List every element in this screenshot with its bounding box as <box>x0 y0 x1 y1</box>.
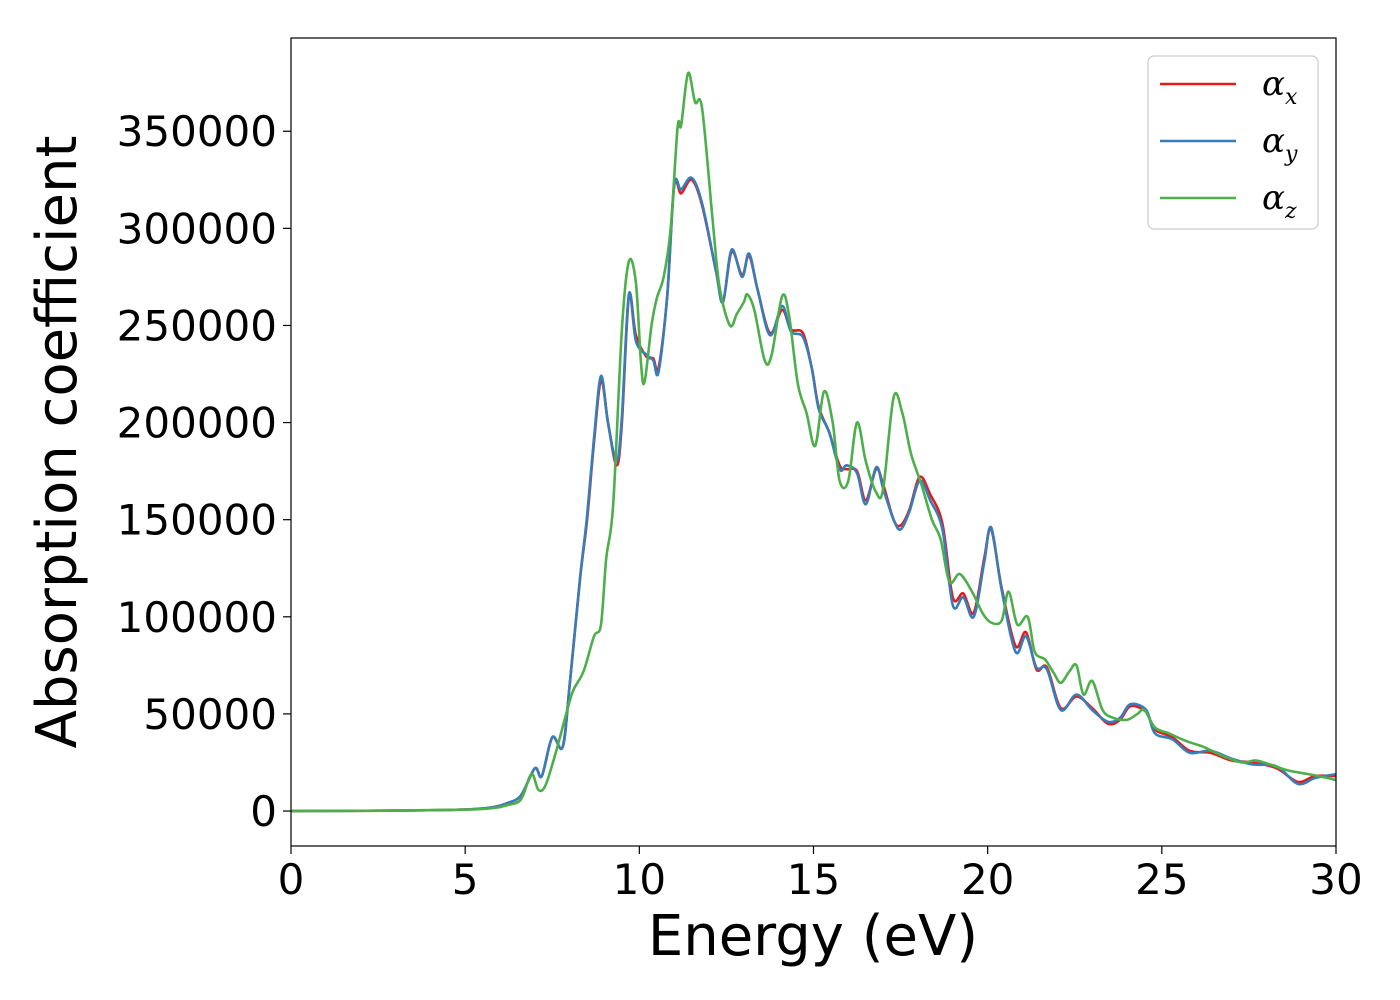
y-axis: 0 50000 100000 150000 200000 250000 300000 3500… <box>117 107 291 836</box>
series-line-z <box>290 71 1337 813</box>
y-tick-label: 100000 <box>117 593 277 642</box>
y-tick-label: 0 <box>250 787 277 836</box>
series-layer <box>290 71 1337 813</box>
y-axis-label: Absorption coefficient <box>25 136 90 749</box>
y-tick-label: 250000 <box>117 301 277 350</box>
x-axis: 0 5 10 15 20 25 30 <box>278 846 1363 904</box>
legend-label-z: αz <box>1262 178 1297 224</box>
series-line-y <box>290 176 1337 813</box>
x-tick-label: 10 <box>613 855 666 904</box>
y-tick-label: 200000 <box>117 399 277 448</box>
x-axis-label: Energy (eV) <box>648 904 978 969</box>
x-tick-label: 15 <box>787 855 840 904</box>
x-tick-label: 5 <box>452 855 479 904</box>
x-tick-label: 25 <box>1135 855 1188 904</box>
y-tick-label: 300000 <box>117 204 277 253</box>
x-tick-label: 0 <box>278 855 305 904</box>
x-tick-label: 30 <box>1309 855 1362 904</box>
y-tick-label: 50000 <box>143 690 277 739</box>
y-tick-label: 150000 <box>117 496 277 545</box>
legend-label-x: αx <box>1262 64 1298 110</box>
legend-label-y: αy <box>1262 121 1298 167</box>
x-tick-label: 20 <box>961 855 1014 904</box>
y-tick-label: 350000 <box>117 107 277 156</box>
legend-box <box>1147 55 1319 230</box>
legend: αx αy αz <box>1147 55 1319 230</box>
